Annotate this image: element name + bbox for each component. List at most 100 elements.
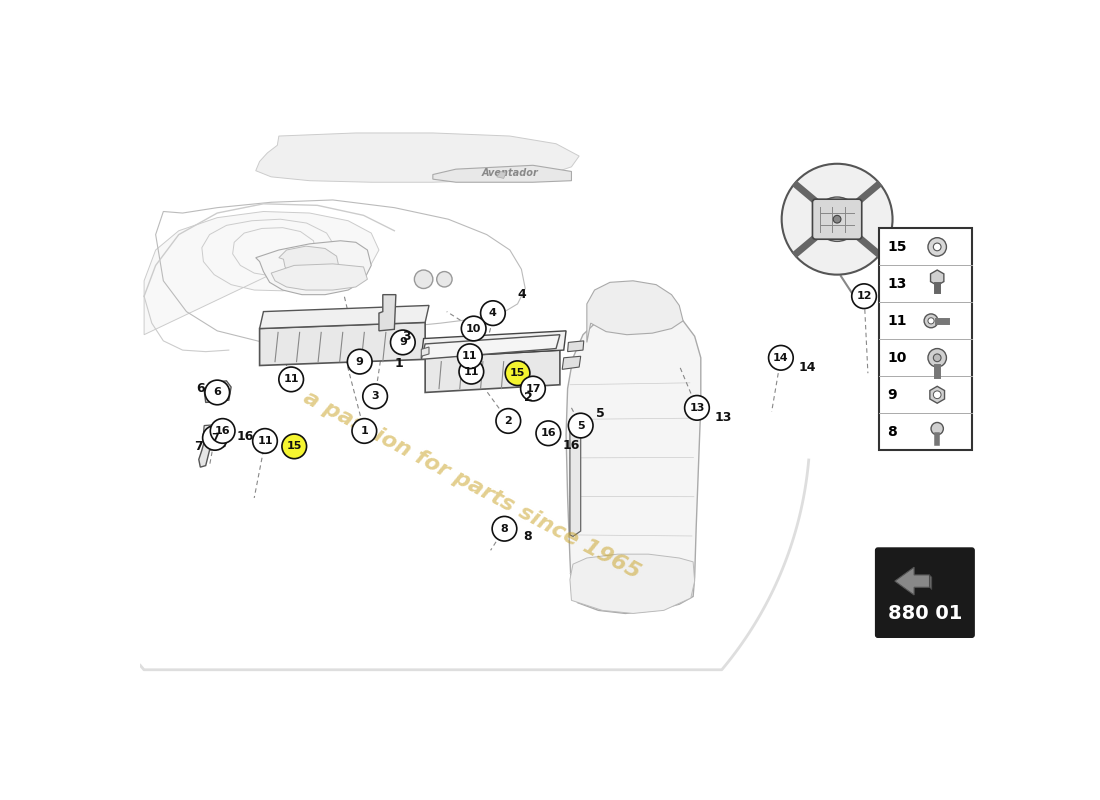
Text: 11: 11 [284, 374, 299, 384]
Text: 16: 16 [540, 428, 557, 438]
Circle shape [279, 367, 304, 392]
Circle shape [769, 346, 793, 370]
Polygon shape [260, 306, 429, 329]
Polygon shape [930, 575, 932, 590]
Polygon shape [433, 166, 572, 182]
FancyBboxPatch shape [813, 199, 861, 239]
Circle shape [933, 354, 942, 362]
Circle shape [928, 318, 934, 324]
Circle shape [282, 434, 307, 458]
Text: 1: 1 [361, 426, 368, 436]
Polygon shape [144, 211, 378, 334]
Text: 13: 13 [715, 411, 732, 424]
Circle shape [363, 384, 387, 409]
Polygon shape [587, 281, 683, 342]
Polygon shape [260, 322, 425, 366]
Text: Aventador: Aventador [482, 168, 538, 178]
Text: 15: 15 [287, 442, 301, 451]
Text: 14: 14 [773, 353, 789, 363]
Text: 6: 6 [197, 382, 205, 395]
Circle shape [390, 330, 415, 354]
Text: 8: 8 [524, 530, 532, 543]
Text: 16: 16 [214, 426, 231, 436]
Circle shape [851, 284, 877, 309]
Text: 4: 4 [517, 288, 526, 301]
Circle shape [496, 409, 520, 434]
Circle shape [928, 238, 946, 256]
Polygon shape [570, 554, 695, 614]
Text: 9: 9 [399, 338, 407, 347]
Polygon shape [205, 381, 231, 402]
Text: 8: 8 [500, 524, 508, 534]
Text: 11: 11 [887, 314, 906, 328]
Text: 7: 7 [211, 433, 219, 443]
Text: 9: 9 [355, 357, 364, 366]
Text: 11: 11 [462, 351, 477, 362]
Text: 8: 8 [887, 425, 896, 438]
Text: 3: 3 [372, 391, 378, 402]
Circle shape [492, 517, 517, 541]
Circle shape [437, 271, 452, 287]
Polygon shape [421, 334, 560, 359]
Text: 7: 7 [195, 440, 202, 453]
Circle shape [684, 395, 710, 420]
Circle shape [815, 197, 859, 242]
Text: 12: 12 [882, 298, 900, 310]
Text: 2: 2 [505, 416, 513, 426]
Text: 11: 11 [463, 366, 480, 377]
Circle shape [520, 376, 546, 401]
Text: 2: 2 [524, 391, 532, 404]
Text: 13: 13 [887, 277, 906, 291]
Polygon shape [271, 264, 367, 290]
Text: 13: 13 [690, 403, 705, 413]
Polygon shape [425, 338, 439, 354]
Text: 15: 15 [887, 240, 906, 254]
Polygon shape [255, 133, 580, 182]
Circle shape [352, 418, 376, 443]
Polygon shape [421, 347, 429, 356]
Text: 9: 9 [887, 388, 896, 402]
Circle shape [481, 301, 505, 326]
Polygon shape [421, 331, 566, 358]
Polygon shape [255, 241, 372, 294]
Polygon shape [204, 424, 224, 435]
Circle shape [933, 243, 942, 250]
Circle shape [928, 349, 946, 367]
Circle shape [458, 344, 482, 369]
Text: 17: 17 [525, 383, 541, 394]
Polygon shape [562, 356, 581, 370]
Circle shape [415, 270, 433, 289]
Text: 5: 5 [576, 421, 584, 430]
FancyBboxPatch shape [876, 548, 975, 638]
Text: 10: 10 [887, 350, 906, 365]
Circle shape [505, 361, 530, 386]
Polygon shape [199, 435, 227, 467]
Polygon shape [895, 567, 930, 595]
Circle shape [931, 422, 944, 435]
Polygon shape [570, 415, 581, 537]
Text: 5: 5 [596, 406, 605, 420]
Text: 14: 14 [799, 361, 816, 374]
Text: 16: 16 [236, 430, 254, 443]
Circle shape [459, 359, 484, 384]
Circle shape [782, 164, 892, 274]
Text: 15: 15 [510, 368, 525, 378]
Circle shape [461, 316, 486, 341]
Circle shape [933, 391, 942, 398]
Polygon shape [568, 341, 584, 352]
Text: 3: 3 [403, 330, 410, 342]
Text: 11: 11 [257, 436, 273, 446]
Text: 6: 6 [213, 387, 221, 398]
Circle shape [253, 429, 277, 454]
Text: 10: 10 [466, 323, 482, 334]
Text: 880 01: 880 01 [888, 604, 962, 623]
Circle shape [205, 380, 230, 405]
Text: 1: 1 [395, 358, 403, 370]
Circle shape [202, 426, 228, 450]
Text: 16: 16 [562, 439, 580, 452]
Circle shape [536, 421, 561, 446]
Text: 12: 12 [856, 291, 872, 301]
Polygon shape [425, 350, 560, 393]
Polygon shape [566, 306, 701, 614]
Polygon shape [279, 246, 339, 279]
